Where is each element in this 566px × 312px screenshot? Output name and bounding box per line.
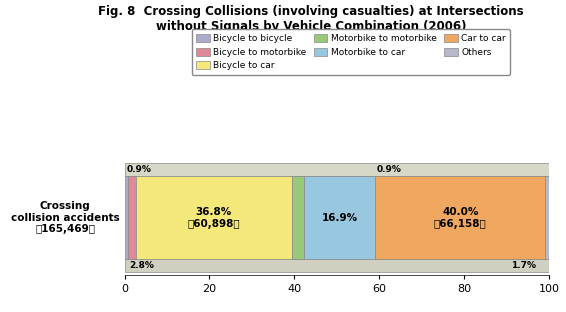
Legend: Bicycle to bicycle, Bicycle to motorbike, Bicycle to car, Motorbike to motorbike: Bicycle to bicycle, Bicycle to motorbike… — [191, 29, 511, 75]
Bar — [125, 259, 549, 272]
Bar — [135, 176, 292, 259]
Text: 0.9%: 0.9% — [127, 165, 152, 174]
Bar — [125, 176, 128, 259]
Bar — [125, 163, 549, 176]
Text: 0.9%: 0.9% — [376, 165, 401, 174]
Text: 36.8%
（60,898）: 36.8% （60,898） — [187, 207, 240, 228]
Text: Fig. 8  Crossing Collisions (involving casualties) at Intersections
without Sign: Fig. 8 Crossing Collisions (involving ca… — [98, 5, 524, 33]
Text: 40.0%
（66,158）: 40.0% （66,158） — [434, 207, 487, 228]
Text: Crossing
collision accidents
（165,469）: Crossing collision accidents （165,469） — [11, 201, 119, 234]
Bar — [292, 176, 303, 259]
Text: 1.7%: 1.7% — [511, 261, 536, 270]
Bar — [303, 176, 375, 259]
Text: 2.8%: 2.8% — [128, 261, 153, 270]
Text: 16.9%: 16.9% — [321, 213, 358, 223]
Bar — [128, 176, 135, 259]
Bar — [375, 176, 545, 259]
Bar — [545, 176, 549, 259]
